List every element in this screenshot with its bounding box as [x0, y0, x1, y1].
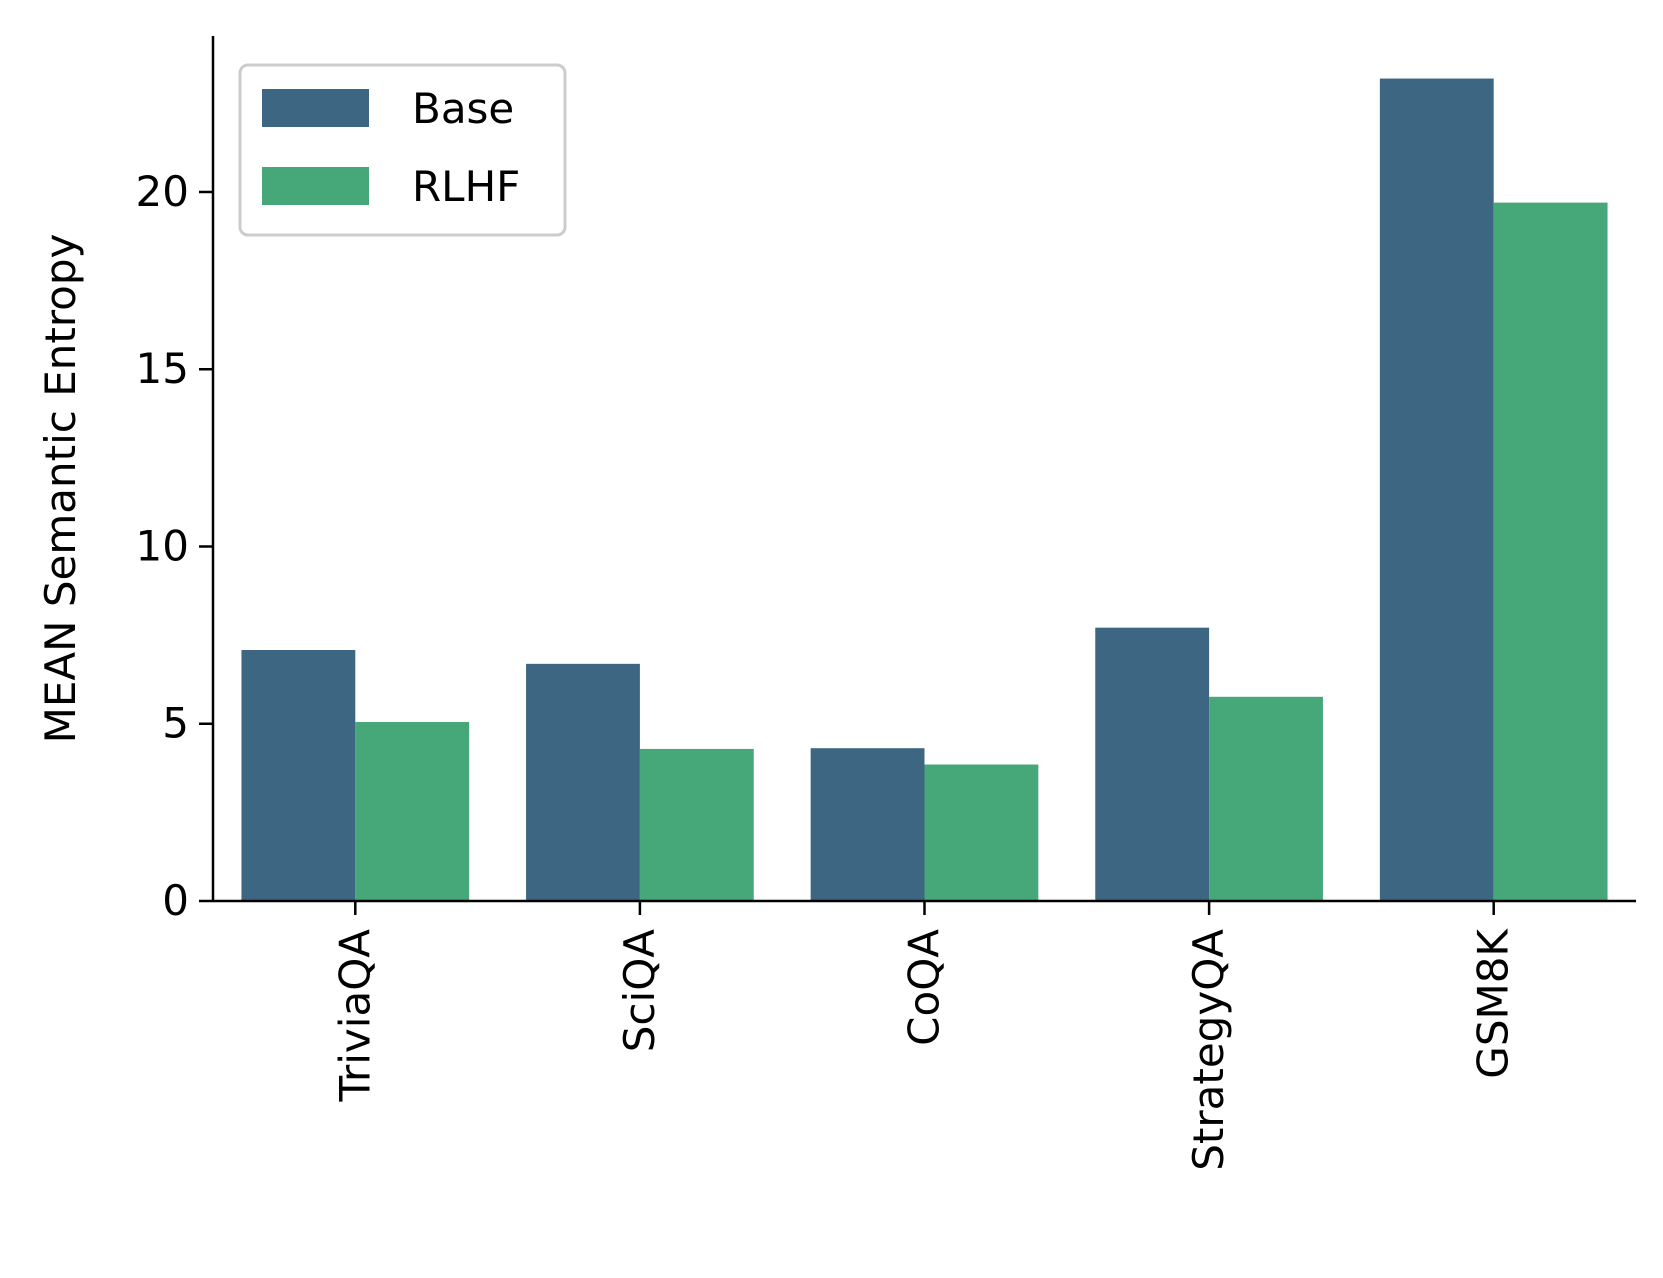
y-axis-label: MEAN Semantic Entropy: [36, 234, 85, 744]
x-tick-label-sciqa: SciQA: [615, 929, 664, 1052]
legend-label-rlhf: RLHF: [412, 162, 520, 211]
y-tick-label: 5: [162, 699, 189, 748]
bar-rlhf-sciqa: [639, 748, 754, 901]
bar-rlhf-triviaqa: [355, 721, 470, 901]
bar-rlhf-strategyqa: [1209, 696, 1323, 901]
x-tick-label-strategyqa: StrategyQA: [1184, 929, 1233, 1171]
bar-base-coqa: [810, 748, 925, 901]
x-tick-label-coqa: CoQA: [900, 929, 949, 1046]
x-tick-label-triviaqa: TriviaQA: [330, 929, 379, 1103]
y-tick-label: 10: [136, 521, 189, 570]
y-tick-label: 0: [162, 876, 189, 925]
legend-swatch-base: [262, 89, 369, 127]
bar-base-strategyqa: [1095, 627, 1210, 901]
y-tick-label: 20: [136, 167, 189, 216]
x-tick-label-gsm8k: GSM8K: [1469, 928, 1518, 1079]
bars-layer: [241, 78, 1608, 902]
bar-base-triviaqa: [241, 650, 356, 901]
y-tick-label: 15: [136, 344, 189, 393]
x-ticks: TriviaQA SciQA CoQA StrategyQA GSM8K: [330, 901, 1518, 1171]
legend-items: Base RLHF: [262, 84, 520, 211]
bar-base-gsm8k: [1379, 78, 1494, 901]
bar-rlhf-coqa: [924, 764, 1039, 901]
legend: Base RLHF: [238, 63, 567, 237]
y-ticks: 0 5 10 15 20: [136, 167, 213, 925]
bar-rlhf-gsm8k: [1493, 202, 1608, 902]
legend-label-base: Base: [412, 84, 514, 133]
bar-base-sciqa: [526, 663, 640, 901]
legend-swatch-rlhf: [262, 167, 369, 205]
